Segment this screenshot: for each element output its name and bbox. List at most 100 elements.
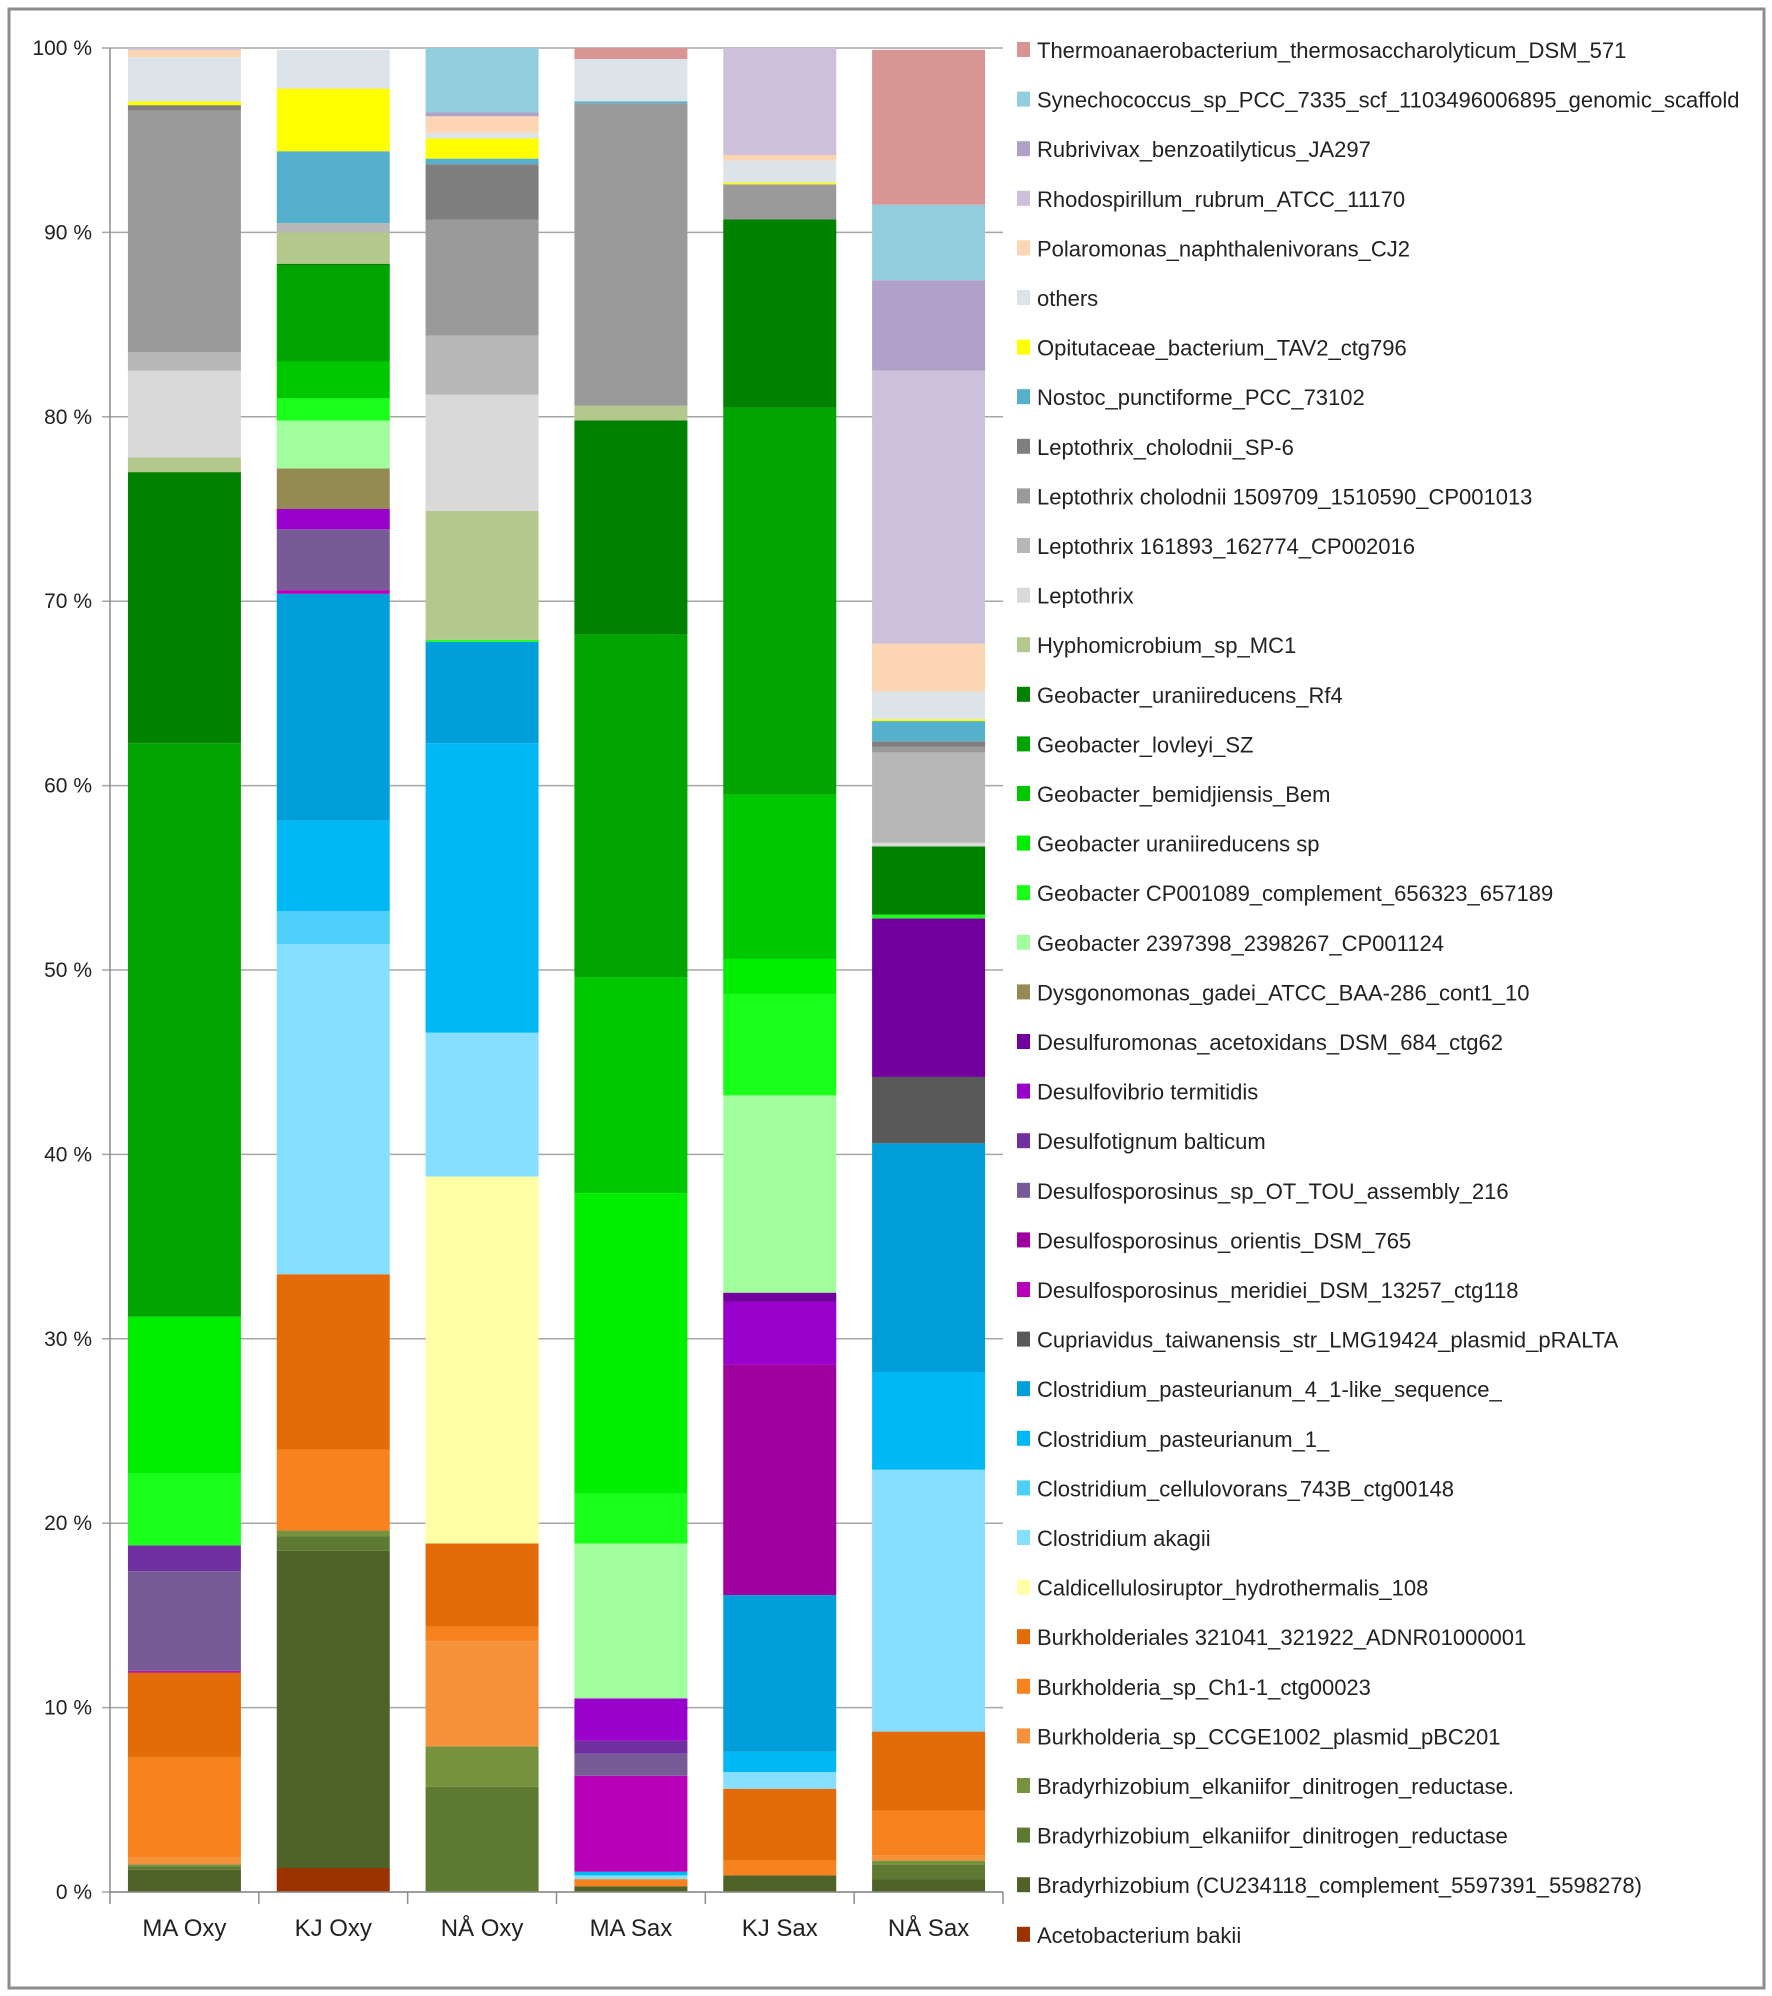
bar-segment [276, 1550, 390, 1869]
bar-segment [574, 405, 688, 421]
bar-segment [425, 1786, 539, 1892]
bar-segment [574, 1698, 688, 1741]
bar-segment [425, 116, 539, 133]
bar-segment [872, 1879, 986, 1892]
bar-segment [127, 1672, 241, 1758]
legend-label: Leptothrix 161893_162774_CP002016 [1037, 534, 1415, 559]
bar-segment [574, 1871, 688, 1876]
bar-segment [127, 370, 241, 458]
legend-item: Clostridium_pasteurianum_1_ [1017, 1427, 1330, 1452]
bar-segment [276, 529, 390, 591]
bar-segment [127, 1545, 241, 1572]
bar-segment [872, 643, 986, 692]
legend-item: Acetobacterium bakii [1017, 1923, 1241, 1948]
legend-swatch [1017, 389, 1030, 405]
legend-label: others [1037, 286, 1098, 311]
x-tick-label: NÅ Sax [888, 1914, 969, 1942]
y-tick-label: 10 % [44, 1697, 92, 1720]
bar-segment [723, 219, 837, 408]
bar-segment [872, 280, 986, 371]
legend-label: Leptothrix_cholodnii_SP-6 [1037, 435, 1294, 460]
bar-segment [872, 741, 986, 747]
legend-label: Geobacter uraniireducens sp [1037, 832, 1320, 857]
bar-segment [723, 1860, 837, 1876]
legend-label: Hyphomicrobium_sp_MC1 [1037, 633, 1296, 658]
legend-swatch [1017, 1778, 1030, 1793]
legend-label: Desulfosporosinus_meridiei_DSM_13257_ctg… [1037, 1278, 1518, 1303]
legend-swatch [1017, 835, 1030, 851]
legend-swatch [1017, 1331, 1030, 1347]
legend-item: Synechococcus_sp_PCC_7335_scf_1103496006… [1017, 88, 1739, 113]
bar-segment [127, 1670, 241, 1672]
legend-item: Clostridium akagii [1017, 1526, 1211, 1551]
bar-segment [872, 370, 986, 644]
y-tick-label: 60 % [44, 775, 92, 798]
bar-segment [574, 1879, 688, 1887]
legend-swatch [1017, 1877, 1030, 1893]
legend-item: Clostridium_pasteurianum_4_1-like_sequen… [1017, 1377, 1502, 1402]
legend-swatch [1017, 934, 1030, 950]
bar-segment [574, 1886, 688, 1892]
legend-label: Rhodospirillum_rubrum_ATCC_11170 [1037, 187, 1405, 212]
legend-swatch [1017, 1728, 1030, 1744]
bar-segment [425, 219, 539, 336]
legend-swatch [1017, 141, 1030, 157]
y-axis-tick-labels: 0 % 10 % 20 % 30 % 40 % 50 % 60 % 70 % 80 % 90 % 1… [32, 37, 92, 1904]
bar-segment [574, 1193, 688, 1494]
bar-segment [872, 746, 986, 753]
bar-segment [127, 1757, 241, 1857]
bar-segment [872, 846, 986, 915]
bar-segment [127, 352, 241, 371]
bar-segment [872, 691, 986, 720]
bar-ma-oxy [127, 48, 241, 1892]
bar-segment [723, 154, 837, 161]
legend-item: Bradyrhizobium_elkaniifor_dinitrogen_red… [1017, 1824, 1508, 1849]
bar-segment [127, 1856, 241, 1865]
legend-swatch [1017, 190, 1030, 206]
bar-segment [276, 1274, 390, 1450]
legend-swatch [1017, 91, 1030, 107]
bar-segment [723, 48, 837, 155]
bar-segment [127, 105, 241, 111]
legend-swatch [1017, 686, 1030, 702]
bar-segment [127, 101, 241, 106]
bar-segment [127, 48, 241, 50]
bar-segment [127, 1866, 241, 1870]
bar-segment [872, 204, 986, 281]
bar-segment [276, 223, 390, 233]
bar-segment [723, 1292, 837, 1302]
legend-item: Desulfuromonas_acetoxidans_DSM_684_ctg62 [1017, 1030, 1503, 1055]
bar-segment [127, 1316, 241, 1474]
bar-segment [127, 49, 241, 58]
legend-label: Nostoc_punctiforme_PCC_73102 [1037, 385, 1365, 410]
legend-item: Rubrivivax_benzoatilyticus_JA297 [1017, 137, 1371, 162]
bar-segment [276, 361, 390, 399]
bar-segment [872, 1076, 986, 1144]
x-tick-label: KJ Sax [742, 1915, 818, 1942]
legend-item: Opitutaceae_bacterium_TAV2_ctg796 [1017, 336, 1407, 361]
bar-segment [276, 509, 390, 530]
bar-segment [872, 752, 986, 843]
y-tick-label: 20 % [44, 1512, 92, 1535]
bar-segment [425, 743, 539, 1033]
bar-segment [723, 958, 837, 994]
bar-segment [276, 910, 390, 945]
bar-segment [127, 1571, 241, 1671]
legend-label: Desulfovibrio termitidis [1037, 1080, 1258, 1105]
bar-segment [276, 820, 390, 911]
legend-item: Thermoanaerobacterium_thermosaccharolyti… [1017, 38, 1626, 63]
legend-item: Leptothrix 161893_162774_CP002016 [1017, 534, 1415, 559]
x-tick-label: NÅ Oxy [441, 1914, 524, 1942]
bar-segment [574, 634, 688, 978]
legend-item: Leptothrix_cholodnii_SP-6 [1017, 435, 1294, 460]
legend-label: Desulfosporosinus_orientis_DSM_765 [1037, 1228, 1411, 1253]
bar-segment [872, 918, 986, 1077]
legend-item: Desulfosporosinus_orientis_DSM_765 [1017, 1228, 1411, 1253]
y-tick-label: 40 % [44, 1143, 92, 1166]
legend-label: Caldicellulosiruptor_hydrothermalis_108 [1037, 1576, 1428, 1601]
bar-segment [723, 182, 837, 185]
x-axis-tick-labels: MA Oxy KJ Oxy NÅ Oxy MA Sax KJ Sax NÅ Sax [142, 1914, 969, 1942]
legend-item: Cupriavidus_taiwanensis_str_LMG19424_pla… [1017, 1328, 1619, 1353]
bar-segment [723, 160, 837, 183]
